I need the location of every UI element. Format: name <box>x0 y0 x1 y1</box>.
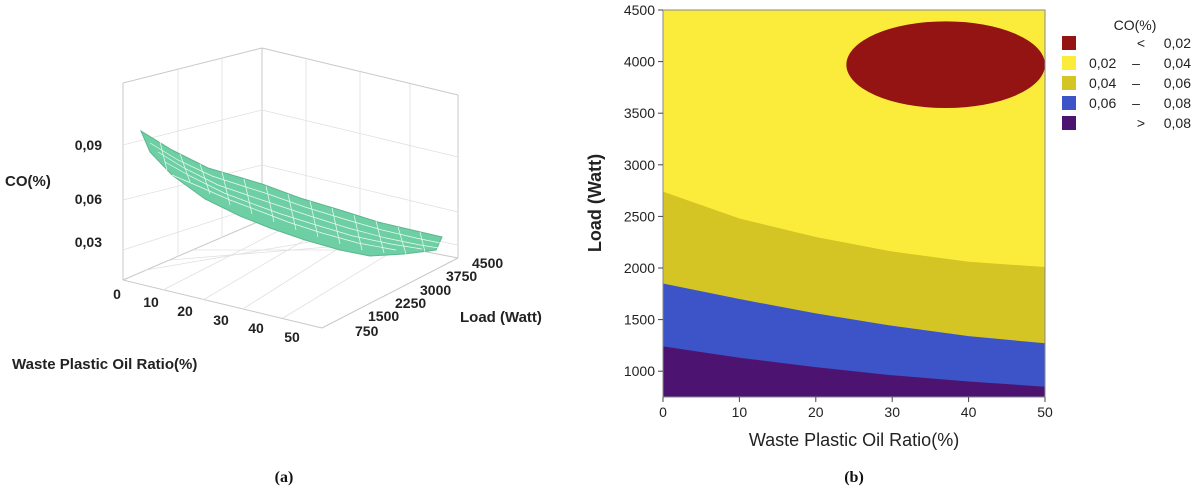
legend-high: 0,08 <box>1164 115 1191 131</box>
surface-plot: 0,09 0,06 0,03 CO(%) 0 10 20 30 40 50 Wa… <box>5 47 542 486</box>
y-axis-label: Load (Watt) <box>585 154 605 252</box>
y-tick: 750 <box>355 323 379 339</box>
legend-swatch <box>1062 56 1076 70</box>
y-tick-label: 3000 <box>624 157 655 173</box>
x-axis-label: Waste Plastic Oil Ratio(%) <box>749 430 959 450</box>
contour-axes: 0 10 20 30 40 50 1000 1500 2000 2500 3000 3500 4000 4… <box>624 2 1053 420</box>
y-tick-label: 1500 <box>624 312 655 328</box>
legend-dash: – <box>1132 75 1140 91</box>
x-tick-label: 0 <box>659 404 667 420</box>
x-tick-label: 50 <box>1037 404 1053 420</box>
legend-low: 0,02 <box>1089 55 1116 71</box>
region-above-08 <box>663 346 1045 397</box>
y-axis-label: Load (Watt) <box>460 309 542 326</box>
x-tick: 10 <box>143 294 159 310</box>
x-tick: 0 <box>113 286 121 302</box>
x-tick-label: 40 <box>961 404 977 420</box>
x-tick-label: 30 <box>884 404 900 420</box>
legend-high: 0,02 <box>1164 35 1191 51</box>
x-tick: 50 <box>284 329 300 345</box>
legend-swatch <box>1062 76 1076 90</box>
legend-high: 0,04 <box>1164 55 1191 71</box>
legend-dash: – <box>1132 55 1140 71</box>
surface-box <box>122 47 459 329</box>
legend-high: 0,08 <box>1164 95 1191 111</box>
surface-mesh <box>139 129 443 257</box>
region-below-02 <box>846 21 1045 109</box>
legend-low: 0,06 <box>1089 95 1116 111</box>
x-tick-label: 10 <box>732 404 748 420</box>
caption-b: (b) <box>844 469 864 486</box>
y-tick: 1500 <box>368 308 399 324</box>
y-tick-label: 2500 <box>624 208 655 224</box>
legend-prefix: > <box>1137 115 1145 131</box>
y-tick-label: 4000 <box>624 54 655 70</box>
contour-regions <box>663 10 1045 397</box>
legend-high: 0,06 <box>1164 75 1191 91</box>
y-tick-label: 1000 <box>624 363 655 379</box>
x-tick: 40 <box>248 320 264 336</box>
surface-mesh-lines <box>149 141 441 255</box>
y-tick: 3000 <box>420 282 451 298</box>
surface-grid <box>122 58 459 319</box>
legend-dash: – <box>1132 95 1140 111</box>
x-tick: 30 <box>213 312 229 328</box>
plot-frame <box>662 9 1046 398</box>
contour-plot: 0 10 20 30 40 50 1000 1500 2000 2500 3000 3500 4000 4… <box>585 2 1191 486</box>
z-tick: 0,03 <box>75 234 102 250</box>
legend-low: 0,04 <box>1089 75 1116 91</box>
z-axis-label: CO(%) <box>5 173 51 190</box>
y-tick: 4500 <box>472 255 503 271</box>
x-tick-label: 20 <box>808 404 824 420</box>
legend-swatch <box>1062 96 1076 110</box>
x-axis-label: Waste Plastic Oil Ratio(%) <box>12 356 197 373</box>
y-tick-label: 4500 <box>624 2 655 18</box>
z-tick: 0,09 <box>75 137 102 153</box>
z-tick: 0,06 <box>75 191 102 207</box>
legend-swatch <box>1062 36 1076 50</box>
y-tick: 2250 <box>395 295 426 311</box>
legend-title: CO(%) <box>1114 17 1157 33</box>
y-tick-label: 2000 <box>624 260 655 276</box>
legend: <0,020,02–0,040,04–0,060,06–0,08> 0,08 <box>1062 35 1191 131</box>
legend-swatch <box>1062 116 1076 130</box>
legend-prefix: < <box>1137 35 1145 51</box>
y-tick: 3750 <box>446 268 477 284</box>
x-tick: 20 <box>177 303 193 319</box>
y-tick-label: 3500 <box>624 105 655 121</box>
caption-a: (a) <box>275 469 294 486</box>
